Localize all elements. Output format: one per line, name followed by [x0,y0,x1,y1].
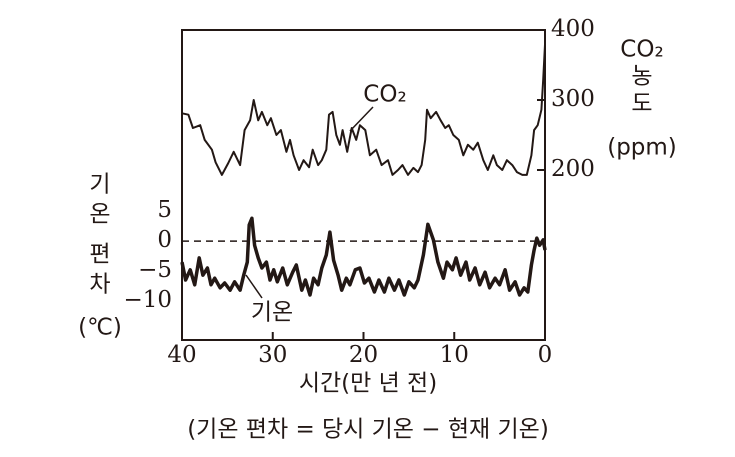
data-line [181,44,546,176]
x-tick-label: 20 [349,342,378,368]
x-tick-label: 40 [167,342,196,368]
y2-tick-label: 300 [551,86,595,112]
y2-tick-label: 200 [551,156,595,182]
annotation: 기온 [251,300,293,326]
y-axis-label: 기 [89,172,110,198]
y-axis-label: 온 [89,202,110,228]
annotation: CO₂ [363,82,406,108]
x-tick-label: 10 [440,342,469,368]
y-tick-label: −5 [138,257,172,283]
x-tick-label: 30 [258,342,287,368]
plot-frame [181,29,546,341]
x-axis-label: 시간(만 년 전) [299,371,437,397]
leader-line [245,274,263,299]
y-tick-label: −10 [123,287,172,313]
x-tick-label: 0 [538,342,553,368]
leader-line [349,106,374,132]
caption: (기온 편차 = 당시 기온 − 현재 기온) [187,417,549,443]
y2-axis-label: 농 [631,64,652,90]
y-axis-label: 차 [89,272,110,298]
y2-axis-label: 도 [631,91,652,117]
y2-axis-label: (ppm) [607,135,677,161]
y-tick-label: 5 [157,197,172,223]
y2-tick-label: 400 [551,16,595,42]
y-tick-label: 0 [157,227,172,253]
y-axis-label: (℃) [78,315,122,341]
y-axis-label: 편 [89,242,110,268]
y2-axis-label: CO₂ [620,37,663,63]
data-line [180,216,547,297]
